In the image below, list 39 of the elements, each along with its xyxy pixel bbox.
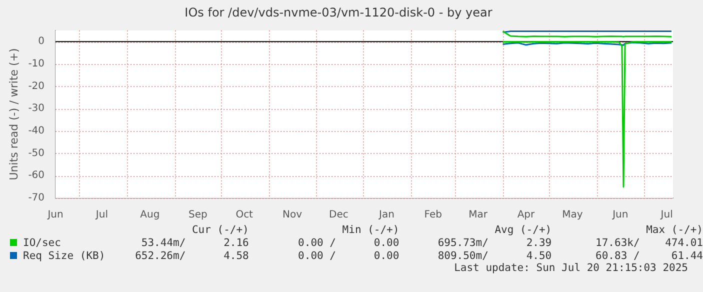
x-tick-label: Feb — [424, 210, 442, 221]
x-tick-label: Oct — [236, 210, 254, 221]
text: 652.26m/ 4.58 — [134, 250, 249, 263]
y-tick-label: -30 — [28, 103, 45, 114]
text: Cur (-/+) — [190, 224, 249, 237]
text: 695.73m/ 2.39 — [436, 237, 552, 250]
x-tick-label: Jun — [612, 210, 628, 221]
y-tick-label: -60 — [28, 170, 45, 182]
y-tick-label: -70 — [28, 192, 45, 204]
y-axis-title: Units read (-) / write (+) — [7, 48, 20, 180]
x-tick-label: May — [562, 210, 583, 221]
legend-label: Req Size (KB) — [23, 250, 106, 262]
x-tick-label: Dec — [329, 210, 348, 221]
chart-title: IOs for /dev/vds-nvme-03/vm-1120-disk-0 - by year — [184, 5, 492, 20]
text: Last update: Sun Jul 20 21:15:03 2025 — [454, 262, 688, 274]
text: 0.00 / 0.00 — [297, 250, 400, 263]
text: Avg (-/+) — [494, 224, 552, 237]
text: Min (-/+) — [341, 224, 400, 237]
x-tick-label: Sep — [188, 210, 208, 221]
text: 17.63k/ 474.01 — [594, 237, 703, 250]
x-tick-label: Jul — [660, 210, 673, 221]
text: 53.44m/ 2.16 — [140, 237, 249, 250]
x-tick-label: Aug — [140, 210, 160, 221]
x-tick-label: Jul — [94, 210, 108, 221]
legend-label: IO/sec — [23, 237, 61, 249]
text: 809.50m/ 4.50 — [436, 250, 552, 263]
x-tick-label: Nov — [282, 210, 302, 221]
x-tick-label: Mar — [468, 210, 488, 221]
y-tick-label: 0 — [38, 36, 45, 48]
x-tick-label: Apr — [517, 210, 536, 221]
x-tick-label: Jan — [378, 210, 394, 221]
y-tick-label: -40 — [28, 126, 45, 137]
text: 60.83 / 61.44 — [594, 250, 703, 263]
y-tick-label: -10 — [28, 58, 45, 70]
text: Max (-/+) — [645, 224, 703, 237]
y-tick-label: -50 — [28, 148, 45, 159]
text: 0.00 / 0.00 — [297, 237, 400, 250]
x-tick-label: Jun — [46, 210, 64, 221]
y-tick-label: -20 — [28, 80, 45, 92]
